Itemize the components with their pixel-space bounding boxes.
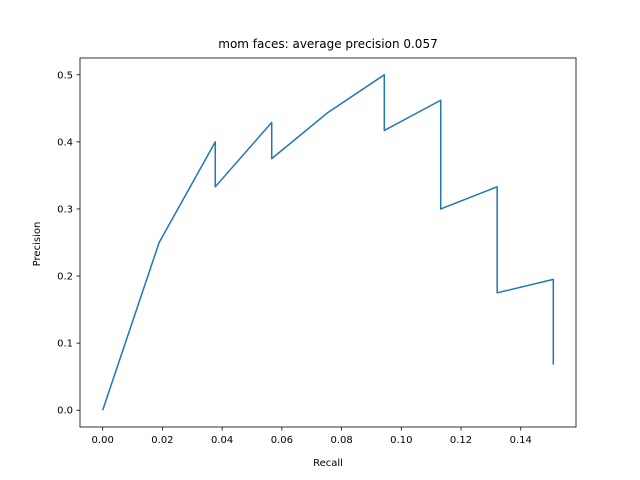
y-tick-label: 0.2 (57, 272, 73, 283)
y-tick-label: 0.3 (57, 204, 73, 215)
axes-frame (79, 57, 577, 428)
x-tick-label: 0.00 (92, 435, 114, 446)
y-axis-title: Precision (32, 222, 43, 267)
x-tick-label: 0.14 (510, 435, 532, 446)
y-tick-label: 0.1 (57, 339, 73, 350)
x-tick-label: 0.12 (450, 435, 472, 446)
y-tick-label: 0.0 (57, 406, 73, 417)
y-tick-label: 0.4 (57, 137, 73, 148)
x-tick-label: 0.10 (390, 435, 412, 446)
series-line-0 (101, 74, 555, 411)
x-tick-label: 0.06 (271, 435, 293, 446)
plot-area: 0.00 0.02 0.04 0.06 0.08 0.10 0.12 0.14 0.0 0.1 0.… (57, 57, 577, 446)
x-tick-label: 0.08 (330, 435, 352, 446)
x-axis-title: Recall (313, 458, 343, 469)
chart-title: mom faces: average precision 0.057 (218, 37, 437, 51)
x-tick-label: 0.02 (151, 435, 173, 446)
x-tick-label: 0.04 (211, 435, 233, 446)
y-tick-label: 0.5 (57, 70, 73, 81)
